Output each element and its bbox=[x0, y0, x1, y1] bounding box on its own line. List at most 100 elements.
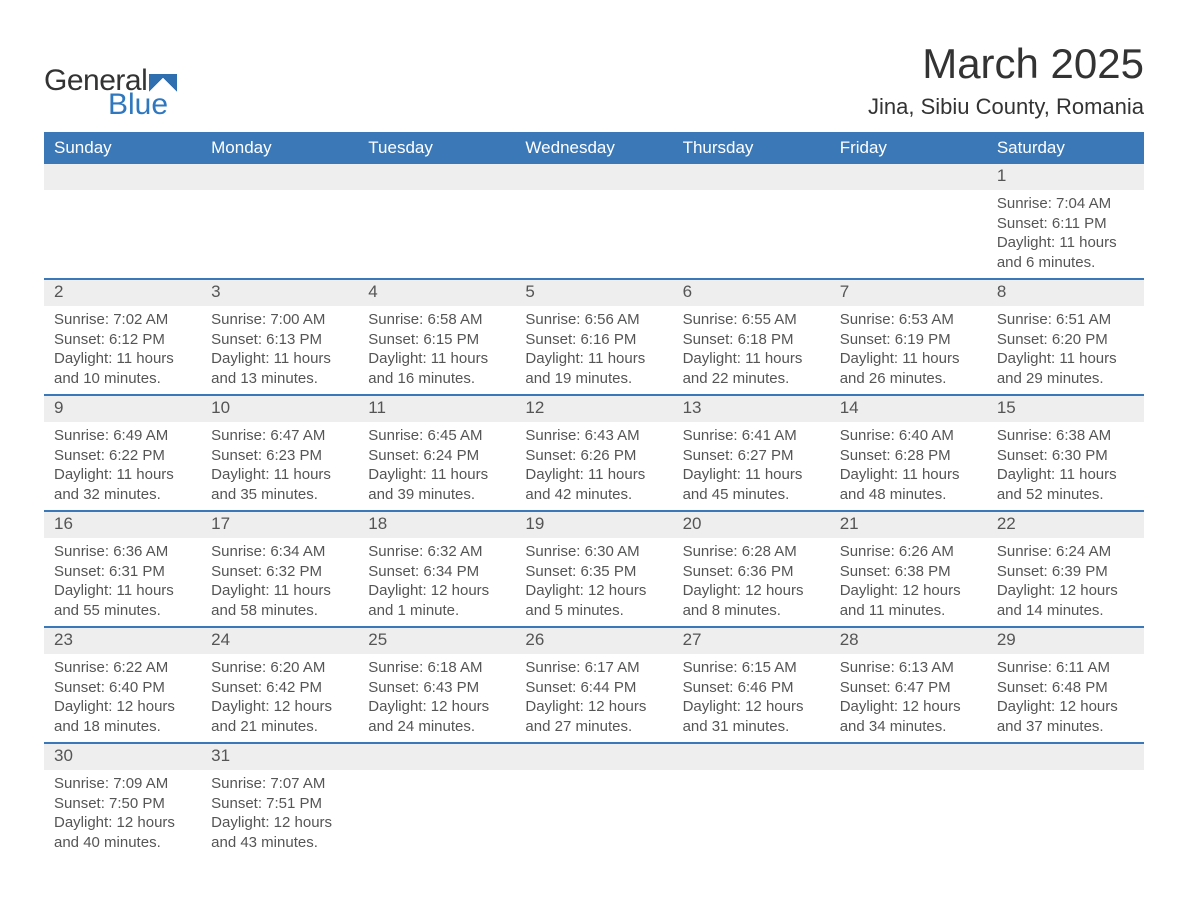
day-body: Sunrise: 6:22 AMSunset: 6:40 PMDaylight:… bbox=[44, 654, 201, 742]
daylight-line: Daylight: 12 hours and 8 minutes. bbox=[683, 581, 820, 620]
daylight-line: Daylight: 11 hours and 22 minutes. bbox=[683, 349, 820, 388]
day-header: Thursday bbox=[673, 132, 830, 164]
day-body: Sunrise: 6:20 AMSunset: 6:42 PMDaylight:… bbox=[201, 654, 358, 742]
sunset-line: Sunset: 6:27 PM bbox=[683, 446, 820, 466]
day-number: . bbox=[201, 164, 358, 190]
daylight-line: Daylight: 11 hours and 19 minutes. bbox=[525, 349, 662, 388]
day-number: 21 bbox=[830, 512, 987, 538]
sunrise-line: Sunrise: 6:26 AM bbox=[840, 542, 977, 562]
day-number: 4 bbox=[358, 280, 515, 306]
sunrise-line: Sunrise: 6:32 AM bbox=[368, 542, 505, 562]
daylight-line: Daylight: 11 hours and 58 minutes. bbox=[211, 581, 348, 620]
sunset-line: Sunset: 6:40 PM bbox=[54, 678, 191, 698]
sunrise-line: Sunrise: 6:20 AM bbox=[211, 658, 348, 678]
day-number: 3 bbox=[201, 280, 358, 306]
sunset-line: Sunset: 6:31 PM bbox=[54, 562, 191, 582]
day-cell: 12Sunrise: 6:43 AMSunset: 6:26 PMDayligh… bbox=[515, 395, 672, 511]
day-number: 2 bbox=[44, 280, 201, 306]
sunset-line: Sunset: 6:13 PM bbox=[211, 330, 348, 350]
day-header-row: SundayMondayTuesdayWednesdayThursdayFrid… bbox=[44, 132, 1144, 164]
daylight-line: Daylight: 11 hours and 32 minutes. bbox=[54, 465, 191, 504]
day-number: . bbox=[44, 164, 201, 190]
sunrise-line: Sunrise: 6:47 AM bbox=[211, 426, 348, 446]
day-body: Sunrise: 6:32 AMSunset: 6:34 PMDaylight:… bbox=[358, 538, 515, 626]
sunset-line: Sunset: 6:20 PM bbox=[997, 330, 1134, 350]
day-cell: 26Sunrise: 6:17 AMSunset: 6:44 PMDayligh… bbox=[515, 627, 672, 743]
day-number: 25 bbox=[358, 628, 515, 654]
day-body bbox=[830, 770, 987, 780]
day-cell: 15Sunrise: 6:38 AMSunset: 6:30 PMDayligh… bbox=[987, 395, 1144, 511]
day-header: Wednesday bbox=[515, 132, 672, 164]
day-body: Sunrise: 6:56 AMSunset: 6:16 PMDaylight:… bbox=[515, 306, 672, 394]
day-number: . bbox=[515, 164, 672, 190]
sunrise-line: Sunrise: 6:11 AM bbox=[997, 658, 1134, 678]
day-body bbox=[673, 190, 830, 200]
day-cell: . bbox=[515, 164, 672, 279]
day-cell: 20Sunrise: 6:28 AMSunset: 6:36 PMDayligh… bbox=[673, 511, 830, 627]
day-body: Sunrise: 6:51 AMSunset: 6:20 PMDaylight:… bbox=[987, 306, 1144, 394]
day-header: Tuesday bbox=[358, 132, 515, 164]
week-row: 23Sunrise: 6:22 AMSunset: 6:40 PMDayligh… bbox=[44, 627, 1144, 743]
sunset-line: Sunset: 6:48 PM bbox=[997, 678, 1134, 698]
sunrise-line: Sunrise: 6:45 AM bbox=[368, 426, 505, 446]
sunset-line: Sunset: 6:19 PM bbox=[840, 330, 977, 350]
daylight-line: Daylight: 11 hours and 13 minutes. bbox=[211, 349, 348, 388]
day-body bbox=[44, 190, 201, 200]
sunset-line: Sunset: 6:46 PM bbox=[683, 678, 820, 698]
day-cell: . bbox=[515, 743, 672, 858]
sunrise-line: Sunrise: 7:04 AM bbox=[997, 194, 1134, 214]
day-body bbox=[673, 770, 830, 780]
calendar-page: General Blue March 2025 Jina, Sibiu Coun… bbox=[44, 40, 1144, 858]
day-cell: 2Sunrise: 7:02 AMSunset: 6:12 PMDaylight… bbox=[44, 279, 201, 395]
day-number: 9 bbox=[44, 396, 201, 422]
day-number: 26 bbox=[515, 628, 672, 654]
day-cell: 31Sunrise: 7:07 AMSunset: 7:51 PMDayligh… bbox=[201, 743, 358, 858]
daylight-line: Daylight: 11 hours and 29 minutes. bbox=[997, 349, 1134, 388]
daylight-line: Daylight: 12 hours and 31 minutes. bbox=[683, 697, 820, 736]
week-row: 9Sunrise: 6:49 AMSunset: 6:22 PMDaylight… bbox=[44, 395, 1144, 511]
sunset-line: Sunset: 6:24 PM bbox=[368, 446, 505, 466]
daylight-line: Daylight: 11 hours and 48 minutes. bbox=[840, 465, 977, 504]
day-number: 20 bbox=[673, 512, 830, 538]
day-body: Sunrise: 6:41 AMSunset: 6:27 PMDaylight:… bbox=[673, 422, 830, 510]
day-cell: 5Sunrise: 6:56 AMSunset: 6:16 PMDaylight… bbox=[515, 279, 672, 395]
day-body: Sunrise: 6:40 AMSunset: 6:28 PMDaylight:… bbox=[830, 422, 987, 510]
sunrise-line: Sunrise: 6:30 AM bbox=[525, 542, 662, 562]
day-number: 14 bbox=[830, 396, 987, 422]
daylight-line: Daylight: 12 hours and 21 minutes. bbox=[211, 697, 348, 736]
day-number: 5 bbox=[515, 280, 672, 306]
day-cell: 4Sunrise: 6:58 AMSunset: 6:15 PMDaylight… bbox=[358, 279, 515, 395]
sunset-line: Sunset: 6:43 PM bbox=[368, 678, 505, 698]
day-body bbox=[515, 190, 672, 200]
sunset-line: Sunset: 6:28 PM bbox=[840, 446, 977, 466]
daylight-line: Daylight: 11 hours and 26 minutes. bbox=[840, 349, 977, 388]
day-cell: 11Sunrise: 6:45 AMSunset: 6:24 PMDayligh… bbox=[358, 395, 515, 511]
sunset-line: Sunset: 7:51 PM bbox=[211, 794, 348, 814]
day-cell: . bbox=[358, 164, 515, 279]
daylight-line: Daylight: 11 hours and 10 minutes. bbox=[54, 349, 191, 388]
sunset-line: Sunset: 6:15 PM bbox=[368, 330, 505, 350]
calendar-table: SundayMondayTuesdayWednesdayThursdayFrid… bbox=[44, 132, 1144, 858]
sunset-line: Sunset: 6:12 PM bbox=[54, 330, 191, 350]
day-cell: 1Sunrise: 7:04 AMSunset: 6:11 PMDaylight… bbox=[987, 164, 1144, 279]
day-body: Sunrise: 6:47 AMSunset: 6:23 PMDaylight:… bbox=[201, 422, 358, 510]
day-header: Monday bbox=[201, 132, 358, 164]
daylight-line: Daylight: 11 hours and 45 minutes. bbox=[683, 465, 820, 504]
day-body: Sunrise: 6:43 AMSunset: 6:26 PMDaylight:… bbox=[515, 422, 672, 510]
day-body: Sunrise: 6:17 AMSunset: 6:44 PMDaylight:… bbox=[515, 654, 672, 742]
day-cell: . bbox=[830, 164, 987, 279]
day-number: . bbox=[358, 744, 515, 770]
sunset-line: Sunset: 6:16 PM bbox=[525, 330, 662, 350]
sunset-line: Sunset: 6:35 PM bbox=[525, 562, 662, 582]
day-cell: 23Sunrise: 6:22 AMSunset: 6:40 PMDayligh… bbox=[44, 627, 201, 743]
sunrise-line: Sunrise: 6:38 AM bbox=[997, 426, 1134, 446]
daylight-line: Daylight: 12 hours and 34 minutes. bbox=[840, 697, 977, 736]
day-cell: 22Sunrise: 6:24 AMSunset: 6:39 PMDayligh… bbox=[987, 511, 1144, 627]
day-number: 1 bbox=[987, 164, 1144, 190]
brand-word2: Blue bbox=[108, 90, 177, 120]
day-cell: 21Sunrise: 6:26 AMSunset: 6:38 PMDayligh… bbox=[830, 511, 987, 627]
sunrise-line: Sunrise: 6:18 AM bbox=[368, 658, 505, 678]
day-number: 17 bbox=[201, 512, 358, 538]
day-number: 18 bbox=[358, 512, 515, 538]
day-body: Sunrise: 6:53 AMSunset: 6:19 PMDaylight:… bbox=[830, 306, 987, 394]
